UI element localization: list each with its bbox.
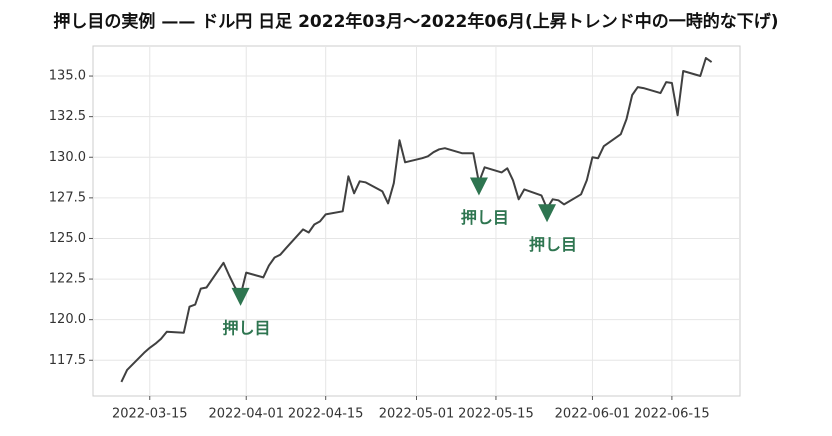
y-tick-label: 130.0: [49, 150, 86, 165]
x-tick-label: 2022-04-01: [208, 407, 284, 422]
x-tick-label: 2022-05-01: [379, 407, 455, 422]
chart-title: 押し目の実例 —— ドル円 日足 2022年03月～2022年06月(上昇トレン…: [53, 11, 778, 32]
annotation-label: 押し目: [529, 235, 577, 254]
price-line: [120, 57, 713, 383]
annotation-marker: [538, 204, 557, 223]
x-tick-label: 2022-05-15: [458, 407, 534, 422]
x-tick-label: 2022-03-15: [112, 407, 188, 422]
y-tick-label: 122.5: [49, 272, 86, 287]
x-tick-label: 2022-06-01: [555, 407, 631, 422]
y-tick-label: 125.0: [49, 231, 86, 246]
annotation-label: 押し目: [223, 318, 271, 337]
y-tick-label: 127.5: [49, 190, 86, 205]
x-tick-label: 2022-04-15: [288, 407, 364, 422]
y-tick-label: 117.5: [49, 353, 86, 368]
y-tick-label: 132.5: [49, 109, 86, 124]
x-tick-label: 2022-06-15: [634, 407, 710, 422]
annotation-label: 押し目: [461, 208, 509, 227]
annotation-marker: [231, 287, 250, 306]
annotation-marker: [469, 177, 488, 196]
y-tick-label: 120.0: [49, 312, 86, 327]
y-tick-label: 135.0: [49, 69, 86, 84]
